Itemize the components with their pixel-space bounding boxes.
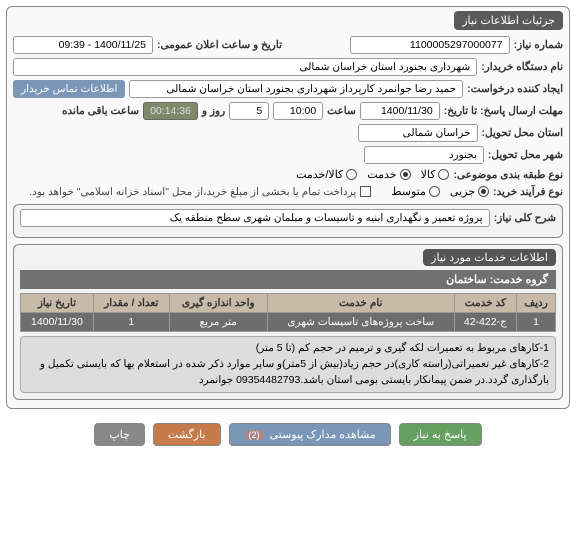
service-group-header: گروه خدمت: ساختمان (20, 270, 556, 289)
panel-title: جزئیات اطلاعات نیاز (454, 11, 563, 30)
back-button[interactable]: بازگشت (153, 423, 221, 446)
print-button[interactable]: چاپ (94, 423, 145, 446)
subject-type-label: نوع طبقه بندی موضوعی: (453, 169, 563, 181)
need-no-label: شماره نیاز: (514, 39, 563, 51)
radio-service[interactable]: خدمت (367, 168, 410, 181)
respond-button[interactable]: پاسخ به نیاز (399, 423, 482, 446)
cell-qty: 1 (93, 313, 169, 332)
services-title: اطلاعات خدمات مورد نیاز (423, 249, 556, 266)
row-subject-type: نوع طبقه بندی موضوعی: کالا خدمت کالا/خدم… (13, 168, 563, 181)
row-process: نوع فرآیند خرید: جزیی متوسط پرداخت تمام … (13, 185, 563, 198)
col-code: کد خدمت (454, 294, 516, 313)
action-bar: پاسخ به نیاز مشاهده مدارک پیوستی (2) باز… (0, 415, 576, 450)
attachments-button[interactable]: مشاهده مدارک پیوستی (2) (229, 423, 391, 446)
row-deadline: مهلت ارسال پاسخ: تا تاریخ: 1400/11/30 سا… (13, 102, 563, 120)
buyer-label: نام دستگاه خریدار: (481, 61, 563, 73)
time-label-1: ساعت (327, 105, 356, 117)
desc-line-2: 2-کارهای غیر تعمیراتی(راسته کاری)در حجم … (27, 357, 549, 389)
cell-name: ساخت پروژه‌های تاسیسات شهری (267, 313, 454, 332)
treasury-checkbox[interactable] (360, 186, 371, 197)
attach-label: مشاهده مدارک پیوستی (270, 429, 376, 441)
radio-goods[interactable]: کالا (421, 168, 450, 181)
row-need-no: شماره نیاز: 1100005297000077 تاریخ و ساع… (13, 36, 563, 54)
summary-label: شرح کلی نیاز: (494, 212, 556, 224)
remaining-label: ساعت باقی مانده (62, 105, 139, 117)
cell-date: 1400/11/30 (21, 313, 94, 332)
days-remaining: 5 (229, 102, 269, 120)
city-value: بجنورد (364, 146, 484, 164)
col-unit: واحد اندازه گیری (169, 294, 267, 313)
city-label: شهر محل تحویل: (488, 149, 563, 161)
row-city: شهر محل تحویل: بجنورد (13, 146, 563, 164)
summary-value: پروژه تعمیر و نگهداری ابنیه و تاسیسات و … (20, 209, 490, 227)
summary-panel: شرح کلی نیاز: پروژه تعمیر و نگهداری ابنی… (13, 204, 563, 238)
deadline-date: 1400/11/30 (360, 102, 440, 120)
col-date: تاریخ نیاز (21, 294, 94, 313)
row-buyer: نام دستگاه خریدار: شهرداری بجنورد استان … (13, 58, 563, 76)
requester-value: حمید رضا جوانمرد کارپرداز شهرداری بجنورد… (129, 80, 463, 98)
col-qty: تعداد / مقدار (93, 294, 169, 313)
province-label: استان محل تحویل: (482, 127, 563, 139)
deadline-label: مهلت ارسال پاسخ: تا تاریخ: (444, 105, 563, 117)
desc-line-1: 1-کارهای مربوط به تعمیرات لکه گیری و ترم… (27, 341, 549, 357)
days-label: روز و (202, 105, 225, 117)
group-value: ساختمان (446, 274, 486, 286)
cell-code: ج-422-42 (454, 313, 516, 332)
province-value: خراسان شمالی (358, 124, 478, 142)
countdown-timer: 00:14:36 (143, 102, 198, 120)
services-table: ردیف کد خدمت نام خدمت واحد اندازه گیری ت… (20, 293, 556, 332)
requester-label: ایجاد کننده درخواست: (467, 83, 563, 95)
services-panel: اطلاعات خدمات مورد نیاز گروه خدمت: ساختم… (13, 244, 563, 400)
announce-label: تاریخ و ساعت اعلان عمومی: (157, 39, 282, 51)
col-name: نام خدمت (267, 294, 454, 313)
table-row: 1 ج-422-42 ساخت پروژه‌های تاسیسات شهری م… (21, 313, 556, 332)
group-label: گروه خدمت: (490, 274, 548, 286)
deadline-time: 10:00 (273, 102, 323, 120)
cell-unit: متر مربع (169, 313, 267, 332)
table-header-row: ردیف کد خدمت نام خدمت واحد اندازه گیری ت… (21, 294, 556, 313)
description-box: 1-کارهای مربوط به تعمیرات لکه گیری و ترم… (20, 336, 556, 393)
attach-count: (2) (244, 430, 265, 440)
row-province: استان محل تحویل: خراسان شمالی (13, 124, 563, 142)
need-details-panel: جزئیات اطلاعات نیاز شماره نیاز: 11000052… (6, 6, 570, 409)
buyer-value: شهرداری بجنورد استان خراسان شمالی (13, 58, 477, 76)
cell-row: 1 (517, 313, 556, 332)
col-row: ردیف (517, 294, 556, 313)
contact-buyer-button[interactable]: اطلاعات تماس خریدار (13, 80, 125, 98)
radio-medium[interactable]: متوسط (391, 185, 440, 198)
process-radios: جزیی متوسط (391, 185, 489, 198)
row-requester: ایجاد کننده درخواست: حمید رضا جوانمرد کا… (13, 80, 563, 98)
need-no-value: 1100005297000077 (350, 36, 510, 54)
process-label: نوع فرآیند خرید: (493, 186, 563, 198)
subject-type-radios: کالا خدمت کالا/خدمت (296, 168, 449, 181)
payment-note: پرداخت تمام یا بخشی از مبلغ خرید،از محل … (29, 186, 356, 198)
announce-value: 1400/11/25 - 09:39 (13, 36, 153, 54)
radio-both[interactable]: کالا/خدمت (296, 168, 357, 181)
radio-minor[interactable]: جزیی (450, 185, 489, 198)
